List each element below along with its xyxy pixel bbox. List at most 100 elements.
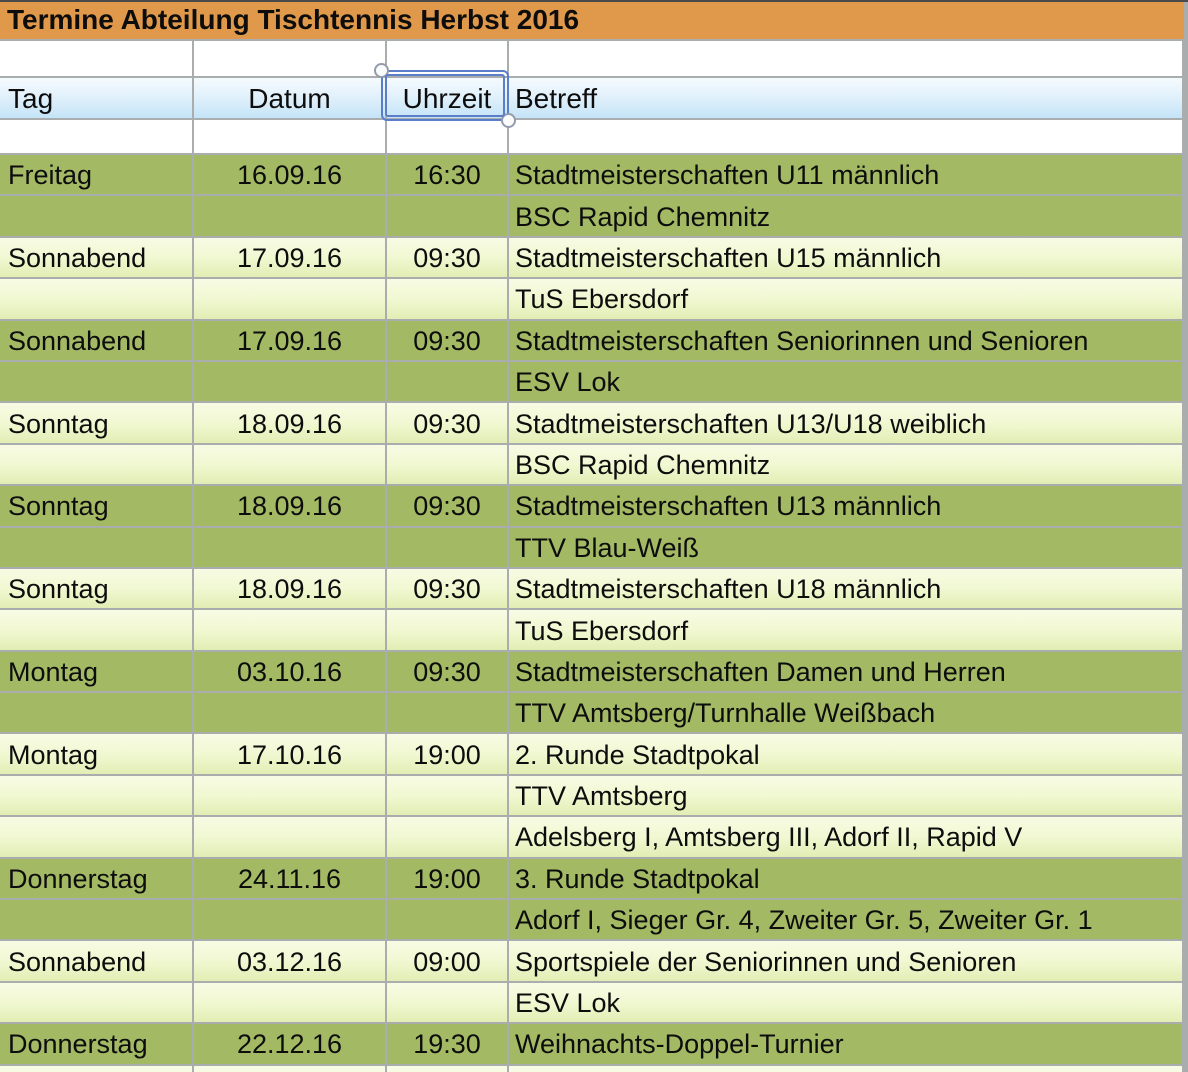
cell-datum[interactable]: 16.09.16 xyxy=(194,155,387,195)
cell-datum[interactable]: 18.09.16 xyxy=(194,403,387,443)
cell-uhrzeit[interactable]: 19:30 xyxy=(387,1024,509,1064)
empty-cell[interactable] xyxy=(509,120,1184,153)
cell-datum[interactable]: 03.12.16 xyxy=(194,941,387,981)
cell-betreff[interactable]: ESV Lok xyxy=(509,982,1184,1023)
cell-tag[interactable] xyxy=(0,693,194,733)
header-cell-tag[interactable]: Tag xyxy=(0,78,194,118)
sheet-title-cell[interactable]: Termine Abteilung Tischtennis Herbst 201… xyxy=(0,2,1184,39)
cell-tag[interactable] xyxy=(0,775,194,816)
cell-uhrzeit[interactable] xyxy=(387,361,509,402)
cell-betreff[interactable]: 2. Runde Stadtpokal xyxy=(509,734,1184,774)
cell-tag[interactable]: Sonntag xyxy=(0,568,194,609)
cell-datum[interactable]: 18.09.16 xyxy=(194,486,387,526)
cell-betreff[interactable]: TTV Blau-Weiß xyxy=(509,527,1184,567)
cell-tag[interactable]: Sonnabend xyxy=(0,237,194,278)
cell-datum[interactable] xyxy=(194,444,387,485)
cell-uhrzeit[interactable]: 09:30 xyxy=(387,651,509,692)
header-cell-betreff[interactable]: Betreff xyxy=(509,78,1184,118)
cell-tag[interactable] xyxy=(0,982,194,1023)
cell-uhrzeit[interactable]: 09:30 xyxy=(387,320,509,360)
cell-uhrzeit[interactable]: 19:00 xyxy=(387,858,509,899)
cell-datum[interactable]: 17.09.16 xyxy=(194,320,387,360)
cell-betreff[interactable]: TTV Amtsberg/Turnhalle Weißbach xyxy=(509,693,1184,733)
cell-tag[interactable]: Donnerstag xyxy=(0,1024,194,1064)
cell-datum[interactable]: 17.10.16 xyxy=(194,734,387,774)
empty-cell[interactable] xyxy=(509,41,1184,76)
cell-betreff[interactable]: ESV Lok xyxy=(509,361,1184,402)
cell-datum[interactable]: 18.09.16 xyxy=(194,568,387,609)
cell-betreff[interactable]: TuS Ebersdorf xyxy=(509,279,1184,319)
cell-uhrzeit[interactable]: 16:30 xyxy=(387,155,509,195)
empty-cell[interactable] xyxy=(0,120,194,153)
empty-cell[interactable] xyxy=(194,1065,387,1072)
cell-tag[interactable] xyxy=(0,900,194,940)
empty-cell[interactable] xyxy=(0,1065,194,1072)
cell-betreff[interactable]: Sportspiele der Seniorinnen und Senioren xyxy=(509,941,1184,981)
cell-uhrzeit[interactable] xyxy=(387,610,509,650)
cell-betreff[interactable]: BSC Rapid Chemnitz xyxy=(509,444,1184,485)
cell-uhrzeit[interactable]: 09:30 xyxy=(387,237,509,278)
cell-datum[interactable] xyxy=(194,900,387,940)
cell-betreff[interactable]: Stadtmeisterschaften U13 männlich xyxy=(509,486,1184,526)
cell-datum[interactable] xyxy=(194,279,387,319)
empty-cell[interactable] xyxy=(387,120,509,153)
header-cell-uhrzeit[interactable]: Uhrzeit xyxy=(387,78,509,118)
cell-betreff[interactable]: TTV Amtsberg xyxy=(509,775,1184,816)
cell-uhrzeit[interactable] xyxy=(387,279,509,319)
cell-uhrzeit[interactable] xyxy=(387,444,509,485)
cell-datum[interactable] xyxy=(194,982,387,1023)
cell-datum[interactable] xyxy=(194,610,387,650)
empty-cell[interactable] xyxy=(387,1065,509,1072)
cell-tag[interactable]: Freitag xyxy=(0,155,194,195)
cell-tag[interactable] xyxy=(0,361,194,402)
cell-uhrzeit[interactable]: 09:30 xyxy=(387,486,509,526)
cell-uhrzeit[interactable]: 09:30 xyxy=(387,568,509,609)
cell-tag[interactable]: Sonnabend xyxy=(0,941,194,981)
selection-handle-bottom-right[interactable] xyxy=(501,113,516,128)
cell-datum[interactable] xyxy=(194,196,387,236)
empty-cell[interactable] xyxy=(0,41,194,76)
cell-betreff[interactable]: Stadtmeisterschaften U15 männlich xyxy=(509,237,1184,278)
cell-betreff[interactable]: 3. Runde Stadtpokal xyxy=(509,858,1184,899)
cell-tag[interactable]: Montag xyxy=(0,734,194,774)
cell-tag[interactable]: Sonntag xyxy=(0,403,194,443)
cell-uhrzeit[interactable]: 19:00 xyxy=(387,734,509,774)
cell-betreff[interactable]: Weihnachts-Doppel-Turnier xyxy=(509,1024,1184,1064)
empty-cell[interactable] xyxy=(194,120,387,153)
cell-datum[interactable] xyxy=(194,775,387,816)
cell-uhrzeit[interactable] xyxy=(387,900,509,940)
cell-datum[interactable] xyxy=(194,527,387,567)
cell-tag[interactable] xyxy=(0,444,194,485)
cell-datum[interactable]: 22.12.16 xyxy=(194,1024,387,1064)
cell-tag[interactable] xyxy=(0,196,194,236)
cell-betreff[interactable]: TuS Ebersdorf xyxy=(509,610,1184,650)
cell-datum[interactable]: 17.09.16 xyxy=(194,237,387,278)
header-cell-datum[interactable]: Datum xyxy=(194,78,387,118)
cell-betreff[interactable]: Stadtmeisterschaften U13/U18 weiblich xyxy=(509,403,1184,443)
empty-cell[interactable] xyxy=(194,41,387,76)
empty-cell[interactable] xyxy=(387,41,509,76)
cell-tag[interactable]: Sonntag xyxy=(0,486,194,526)
cell-datum[interactable]: 24.11.16 xyxy=(194,858,387,899)
cell-datum[interactable] xyxy=(194,361,387,402)
cell-betreff[interactable]: Stadtmeisterschaften U11 männlich xyxy=(509,155,1184,195)
cell-betreff[interactable]: Stadtmeisterschaften U18 männlich xyxy=(509,568,1184,609)
cell-datum[interactable] xyxy=(194,817,387,857)
cell-tag[interactable] xyxy=(0,527,194,567)
cell-uhrzeit[interactable]: 09:30 xyxy=(387,403,509,443)
cell-tag[interactable] xyxy=(0,279,194,319)
empty-cell[interactable] xyxy=(509,1065,1184,1072)
cell-uhrzeit[interactable]: 09:00 xyxy=(387,941,509,981)
cell-uhrzeit[interactable] xyxy=(387,196,509,236)
cell-tag[interactable] xyxy=(0,817,194,857)
cell-betreff[interactable]: Adorf I, Sieger Gr. 4, Zweiter Gr. 5, Zw… xyxy=(509,900,1184,940)
cell-tag[interactable] xyxy=(0,610,194,650)
cell-uhrzeit[interactable] xyxy=(387,693,509,733)
cell-betreff[interactable]: Stadtmeisterschaften Seniorinnen und Sen… xyxy=(509,320,1184,360)
cell-tag[interactable]: Montag xyxy=(0,651,194,692)
cell-tag[interactable]: Sonnabend xyxy=(0,320,194,360)
cell-datum[interactable] xyxy=(194,693,387,733)
cell-betreff[interactable]: BSC Rapid Chemnitz xyxy=(509,196,1184,236)
cell-uhrzeit[interactable] xyxy=(387,527,509,567)
cell-betreff[interactable]: Adelsberg I, Amtsberg III, Adorf II, Rap… xyxy=(509,817,1184,857)
